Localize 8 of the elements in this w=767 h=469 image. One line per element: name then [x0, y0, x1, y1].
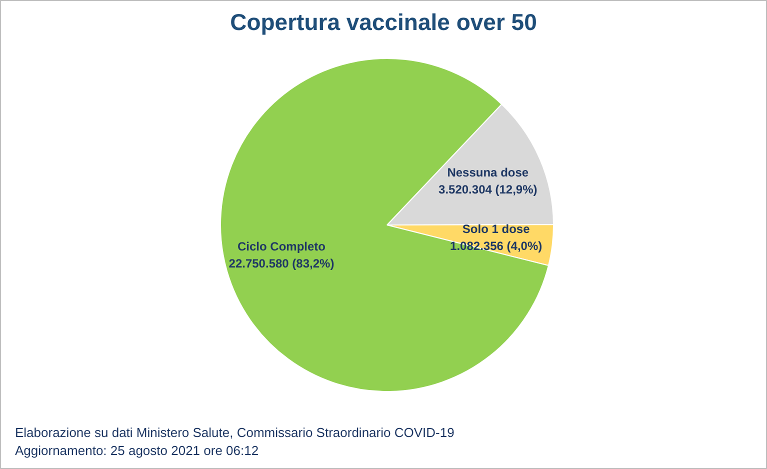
chart-title: Copertura vaccinale over 50 — [229, 9, 538, 36]
data-label: 22.750.580 (83,2%) — [228, 256, 334, 270]
text: Elaborazione su dati Ministero Salute, Commissario Straordinario COVID-19 — [15, 424, 454, 442]
slice-label: Ciclo Completo — [237, 239, 326, 254]
slice-label: Nessuna dose — [447, 165, 529, 180]
data-label: 3.520.304 (12,9%) — [438, 182, 538, 196]
slice-label: Solo 1 dose — [462, 222, 530, 236]
text: Aggiornamento: 25 agosto 2021 ore 06:12 — [15, 442, 260, 460]
